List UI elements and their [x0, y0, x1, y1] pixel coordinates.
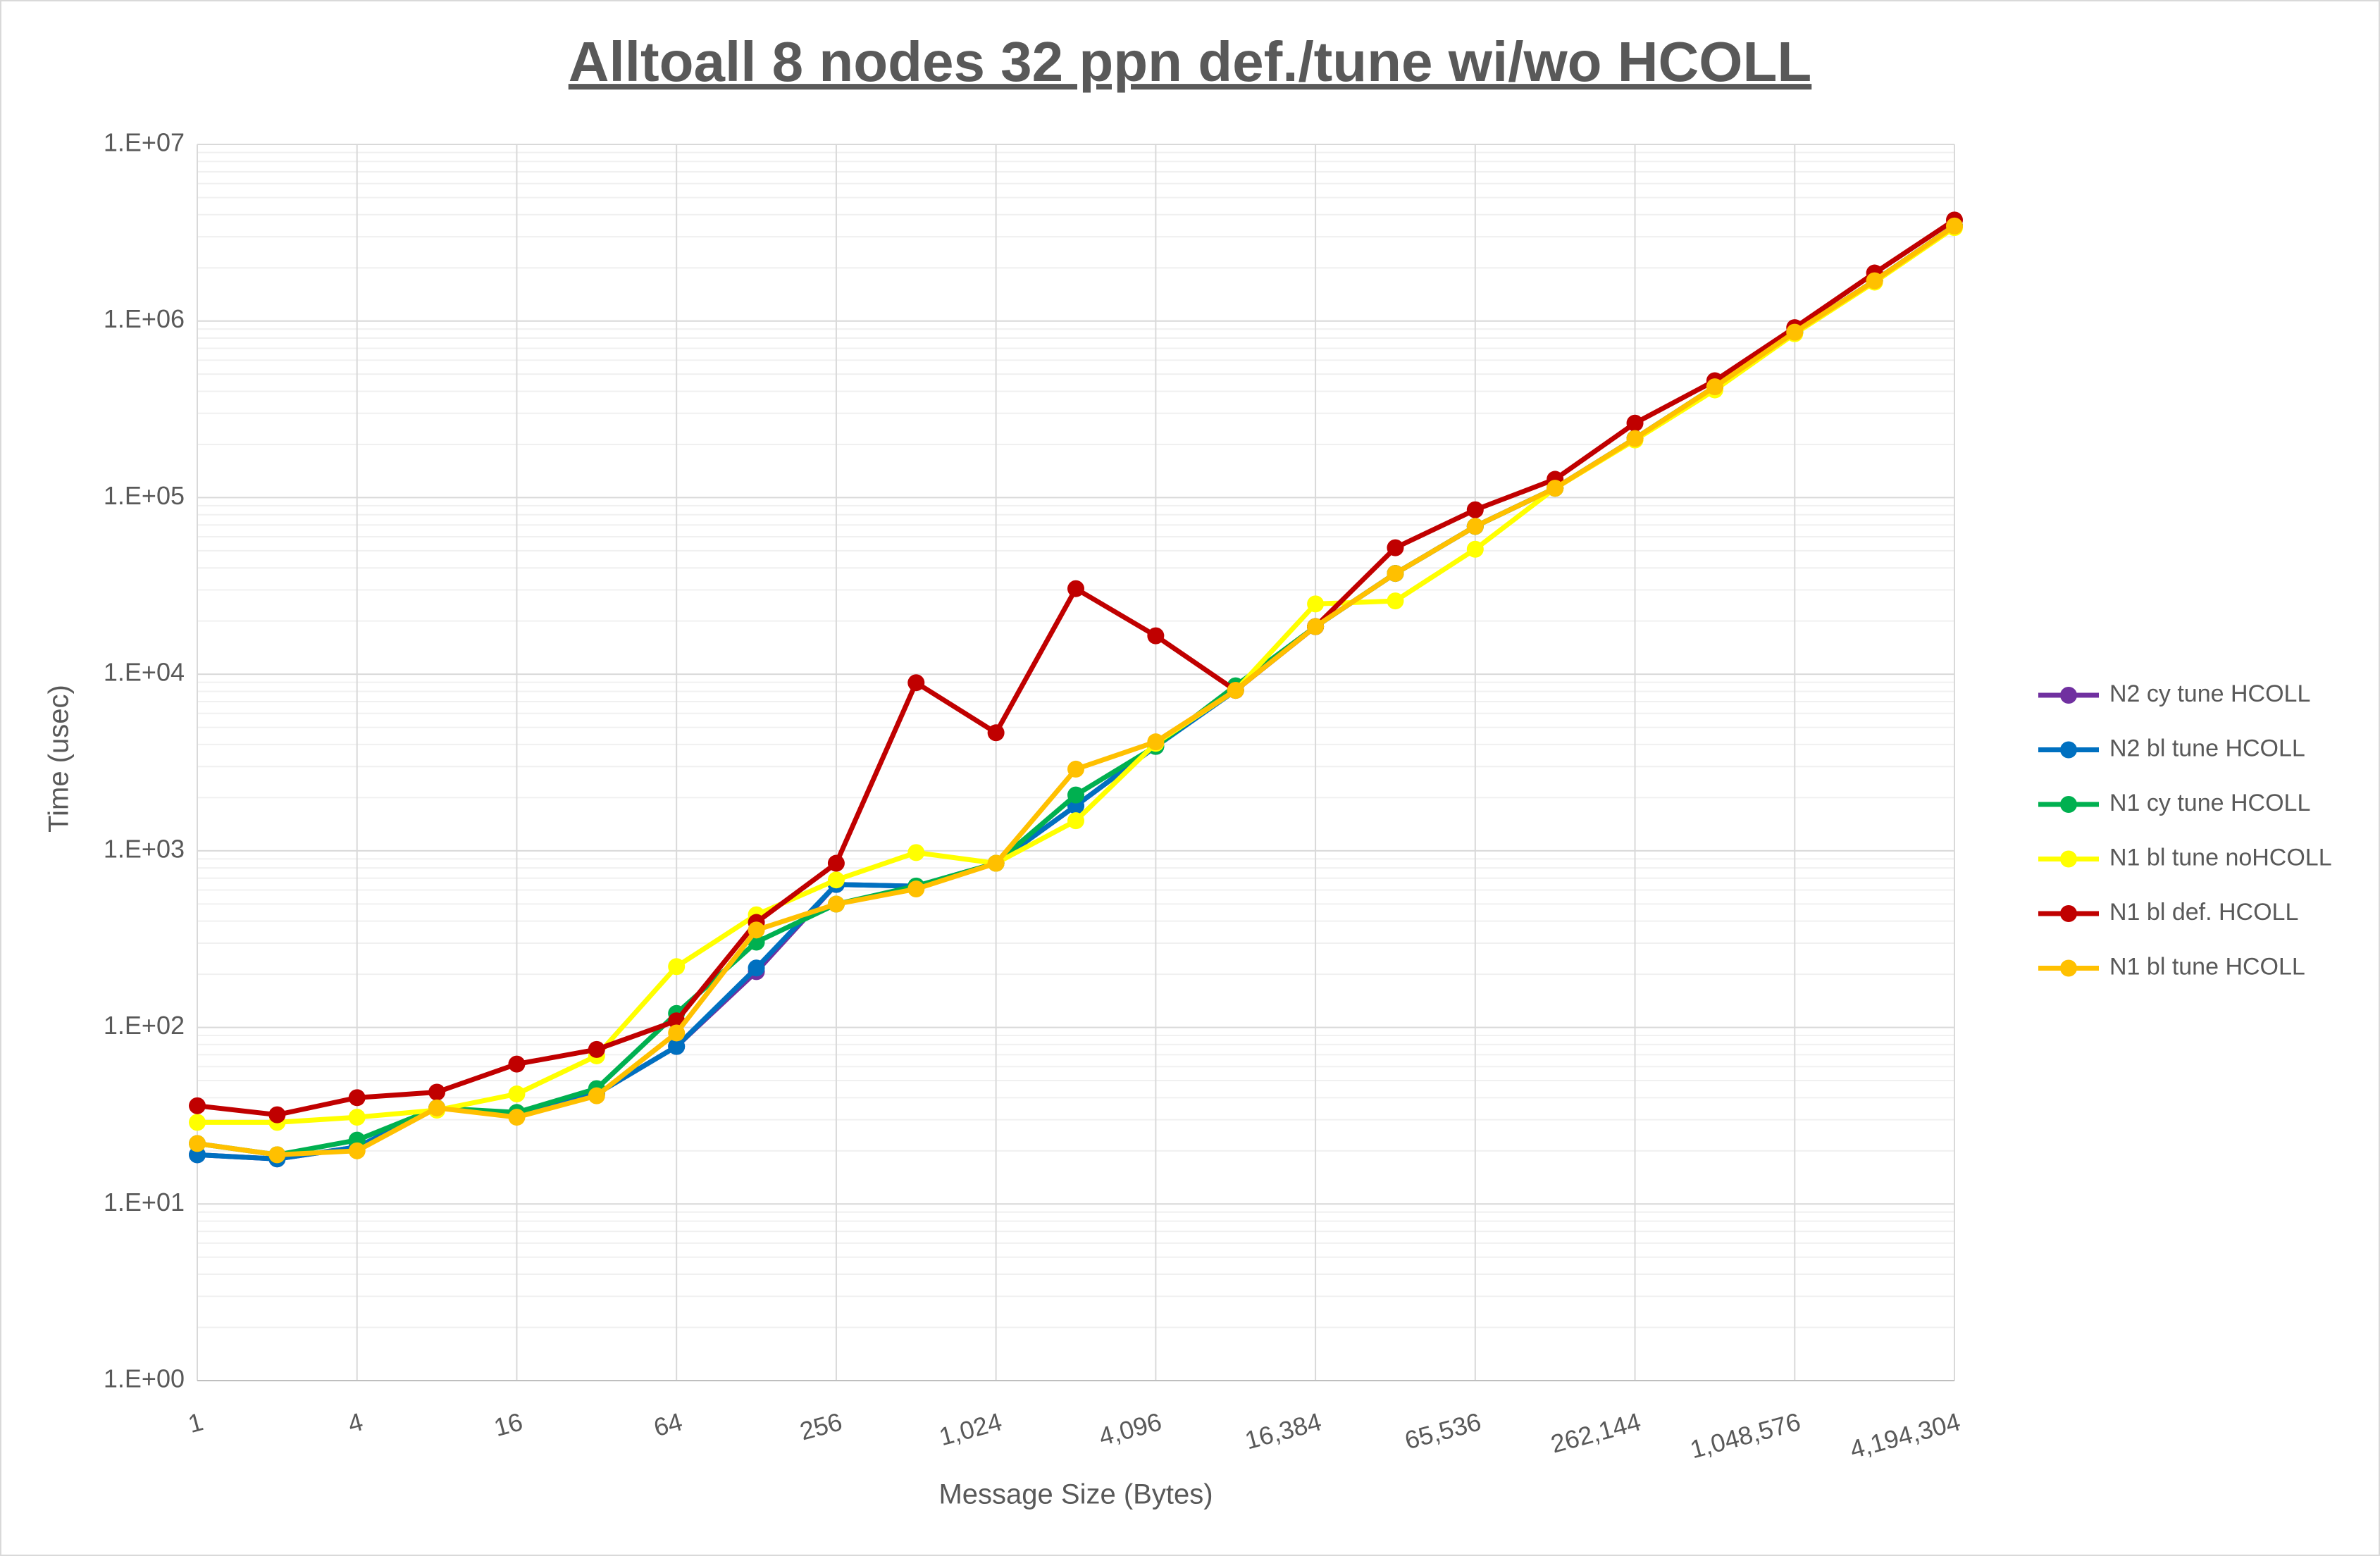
data-point	[748, 959, 765, 977]
legend-label: N2 bl tune HCOLL	[2109, 735, 2305, 761]
y-tick-label: 1.E+06	[104, 304, 185, 333]
data-point	[348, 1109, 366, 1126]
data-point	[1227, 682, 1244, 699]
y-tick-label: 1.E+03	[104, 834, 185, 863]
data-point	[1067, 580, 1084, 597]
data-point	[1387, 539, 1404, 556]
data-point	[827, 895, 845, 913]
chart-title: Alltoall 8 nodes 32 ppn def./tune wi/wo …	[569, 30, 1812, 93]
legend-swatch-marker	[2060, 959, 2077, 977]
x-axis-label: Message Size (Bytes)	[938, 1479, 1213, 1510]
data-point	[827, 854, 845, 872]
data-point	[907, 674, 925, 692]
data-point	[1946, 217, 1963, 235]
legend-label: N1 cy tune HCOLL	[2109, 790, 2310, 816]
data-point	[1307, 595, 1325, 613]
data-point	[428, 1099, 446, 1116]
data-point	[268, 1146, 286, 1164]
legend-swatch-marker	[2060, 796, 2077, 813]
legend-label: N2 cy tune HCOLL	[2109, 680, 2310, 707]
data-point	[907, 844, 925, 861]
data-point	[1147, 627, 1165, 645]
data-point	[428, 1083, 446, 1101]
data-point	[1387, 565, 1404, 583]
data-point	[1067, 812, 1084, 830]
y-tick-label: 1.E+02	[104, 1011, 185, 1040]
data-point	[1387, 592, 1404, 610]
legend-label: N1 bl def. HCOLL	[2109, 899, 2298, 926]
legend-label: N1 bl tune HCOLL	[2109, 953, 2305, 980]
data-point	[1706, 378, 1723, 396]
legend-swatch-marker	[2060, 850, 2077, 868]
data-point	[907, 880, 925, 898]
data-point	[1067, 760, 1084, 778]
data-point	[827, 871, 845, 889]
y-tick-label: 1.E+07	[104, 128, 185, 157]
data-point	[189, 1097, 206, 1114]
data-point	[348, 1142, 366, 1159]
data-point	[668, 958, 686, 976]
data-point	[987, 854, 1005, 872]
data-point	[189, 1114, 206, 1131]
data-point	[1466, 501, 1484, 518]
y-tick-label: 1.E+00	[104, 1364, 185, 1393]
data-point	[508, 1109, 526, 1126]
y-tick-label: 1.E+04	[104, 658, 185, 687]
data-point	[668, 1038, 686, 1055]
data-point	[748, 921, 765, 939]
data-point	[1067, 786, 1084, 804]
data-point	[1866, 272, 1883, 290]
data-point	[508, 1055, 526, 1073]
y-tick-label: 1.E+01	[104, 1188, 185, 1216]
data-point	[668, 1024, 686, 1042]
series	[189, 217, 1963, 1164]
legend-swatch-marker	[2060, 741, 2077, 759]
data-point	[189, 1135, 206, 1152]
data-point	[1626, 414, 1644, 432]
data-point	[987, 724, 1005, 742]
legend-label: N1 bl tune noHCOLL	[2109, 844, 2332, 871]
data-point	[1307, 618, 1325, 635]
data-point	[588, 1087, 605, 1104]
y-tick-label: 1.E+05	[104, 481, 185, 510]
data-point	[508, 1085, 526, 1103]
data-point	[1626, 430, 1644, 447]
y-axis-label: Time (usec)	[44, 685, 75, 833]
data-point	[1147, 733, 1165, 751]
data-point	[1466, 518, 1484, 535]
data-point	[1786, 323, 1804, 341]
data-point	[1547, 480, 1564, 497]
data-point	[588, 1040, 605, 1058]
legend-swatch-marker	[2060, 905, 2077, 922]
legend-swatch-marker	[2060, 687, 2077, 704]
data-point	[348, 1089, 366, 1107]
data-point	[1466, 540, 1484, 558]
data-point	[268, 1106, 286, 1124]
